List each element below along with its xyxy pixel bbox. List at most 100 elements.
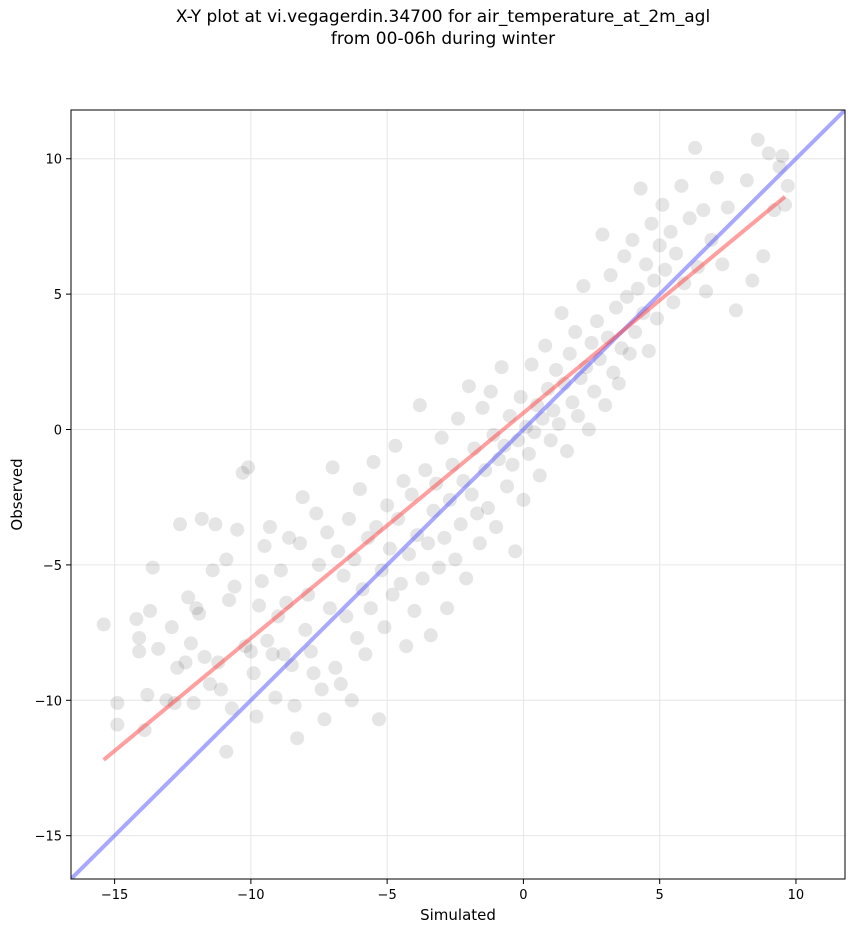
data-point: [611, 376, 626, 391]
data-point: [649, 311, 664, 326]
data-point: [132, 631, 147, 646]
data-point: [377, 620, 392, 635]
data-point: [617, 249, 632, 264]
data-point: [341, 511, 356, 526]
data-point: [246, 666, 261, 681]
data-point: [682, 211, 697, 226]
data-point: [619, 289, 634, 304]
data-point: [393, 576, 408, 591]
data-point: [213, 682, 228, 697]
data-point: [699, 284, 714, 299]
data-point: [352, 482, 367, 497]
data-point: [396, 473, 411, 488]
data-point: [178, 655, 193, 670]
x-axis-label: Simulated: [420, 906, 496, 924]
data-point: [96, 617, 111, 632]
data-point: [173, 517, 188, 532]
data-point: [655, 197, 670, 212]
data-point: [658, 262, 673, 277]
chart-title: X-Y plot at vi.vegagerdin.34700 for air_…: [0, 6, 854, 50]
data-point: [399, 639, 414, 654]
data-point: [331, 544, 346, 559]
data-point: [639, 257, 654, 272]
data-point: [677, 276, 692, 291]
x-tick-label: −10: [237, 888, 264, 903]
data-point: [385, 587, 400, 602]
data-point: [205, 563, 220, 578]
data-point: [633, 181, 648, 196]
data-point: [222, 593, 237, 608]
data-point: [325, 460, 340, 475]
data-point: [309, 506, 324, 521]
data-point: [186, 695, 201, 710]
data-point: [208, 517, 223, 532]
data-point: [598, 398, 613, 413]
fit-lines: [71, 110, 845, 879]
data-point: [453, 517, 468, 532]
data-point: [745, 273, 760, 288]
x-tick-label: 0: [519, 888, 527, 903]
data-point: [595, 227, 610, 242]
data-point: [628, 325, 643, 340]
data-point: [538, 338, 553, 353]
data-point: [189, 601, 204, 616]
data-point: [306, 666, 321, 681]
data-point: [164, 620, 179, 635]
data-point: [565, 395, 580, 410]
data-point: [720, 200, 735, 215]
data-point: [663, 224, 678, 239]
identity-line: [71, 110, 845, 879]
data-point: [750, 132, 765, 147]
y-tick-label: 5: [54, 288, 62, 303]
y-axis-label: Observed: [8, 458, 26, 530]
data-point: [265, 647, 280, 662]
data-point: [669, 246, 684, 261]
data-point: [314, 682, 329, 697]
data-point: [546, 403, 561, 418]
data-point: [230, 522, 245, 537]
data-point: [421, 536, 436, 551]
grid-lines: [71, 110, 845, 879]
y-tick-label: 10: [45, 153, 62, 168]
data-point: [666, 295, 681, 310]
data-point: [140, 687, 155, 702]
data-point: [249, 709, 264, 724]
data-point: [587, 384, 602, 399]
y-tick-label: −15: [35, 830, 62, 845]
data-point: [451, 411, 465, 426]
data-point: [407, 603, 422, 618]
data-point: [641, 343, 656, 358]
axis-ticks: −15 −10 −5 0 5 10 −15 −10 −5 0 5 10: [35, 153, 805, 903]
data-point: [551, 417, 566, 432]
data-point: [183, 636, 198, 651]
data-point: [260, 633, 275, 648]
data-point: [350, 631, 365, 646]
data-point: [252, 598, 267, 613]
data-point: [145, 560, 160, 575]
data-point: [530, 398, 545, 413]
data-point: [440, 601, 455, 616]
data-point: [696, 203, 711, 218]
data-point: [129, 612, 144, 627]
data-point: [336, 568, 351, 583]
data-point: [500, 479, 515, 494]
data-point: [761, 146, 776, 161]
data-point: [554, 306, 569, 321]
data-point: [576, 279, 591, 294]
data-point: [461, 379, 476, 394]
chart-title-line1: X-Y plot at vi.vegagerdin.34700 for air_…: [175, 7, 711, 27]
data-point: [238, 639, 253, 654]
data-point: [431, 560, 446, 575]
data-point: [630, 281, 645, 296]
data-point: [290, 731, 305, 746]
data-point: [292, 536, 307, 551]
data-point: [568, 325, 583, 340]
data-point: [622, 346, 637, 361]
data-point: [382, 541, 397, 556]
data-point: [448, 552, 463, 567]
data-point: [524, 357, 539, 372]
data-point: [470, 506, 485, 521]
data-point: [287, 698, 302, 713]
data-point: [513, 390, 528, 405]
data-point: [322, 601, 337, 616]
